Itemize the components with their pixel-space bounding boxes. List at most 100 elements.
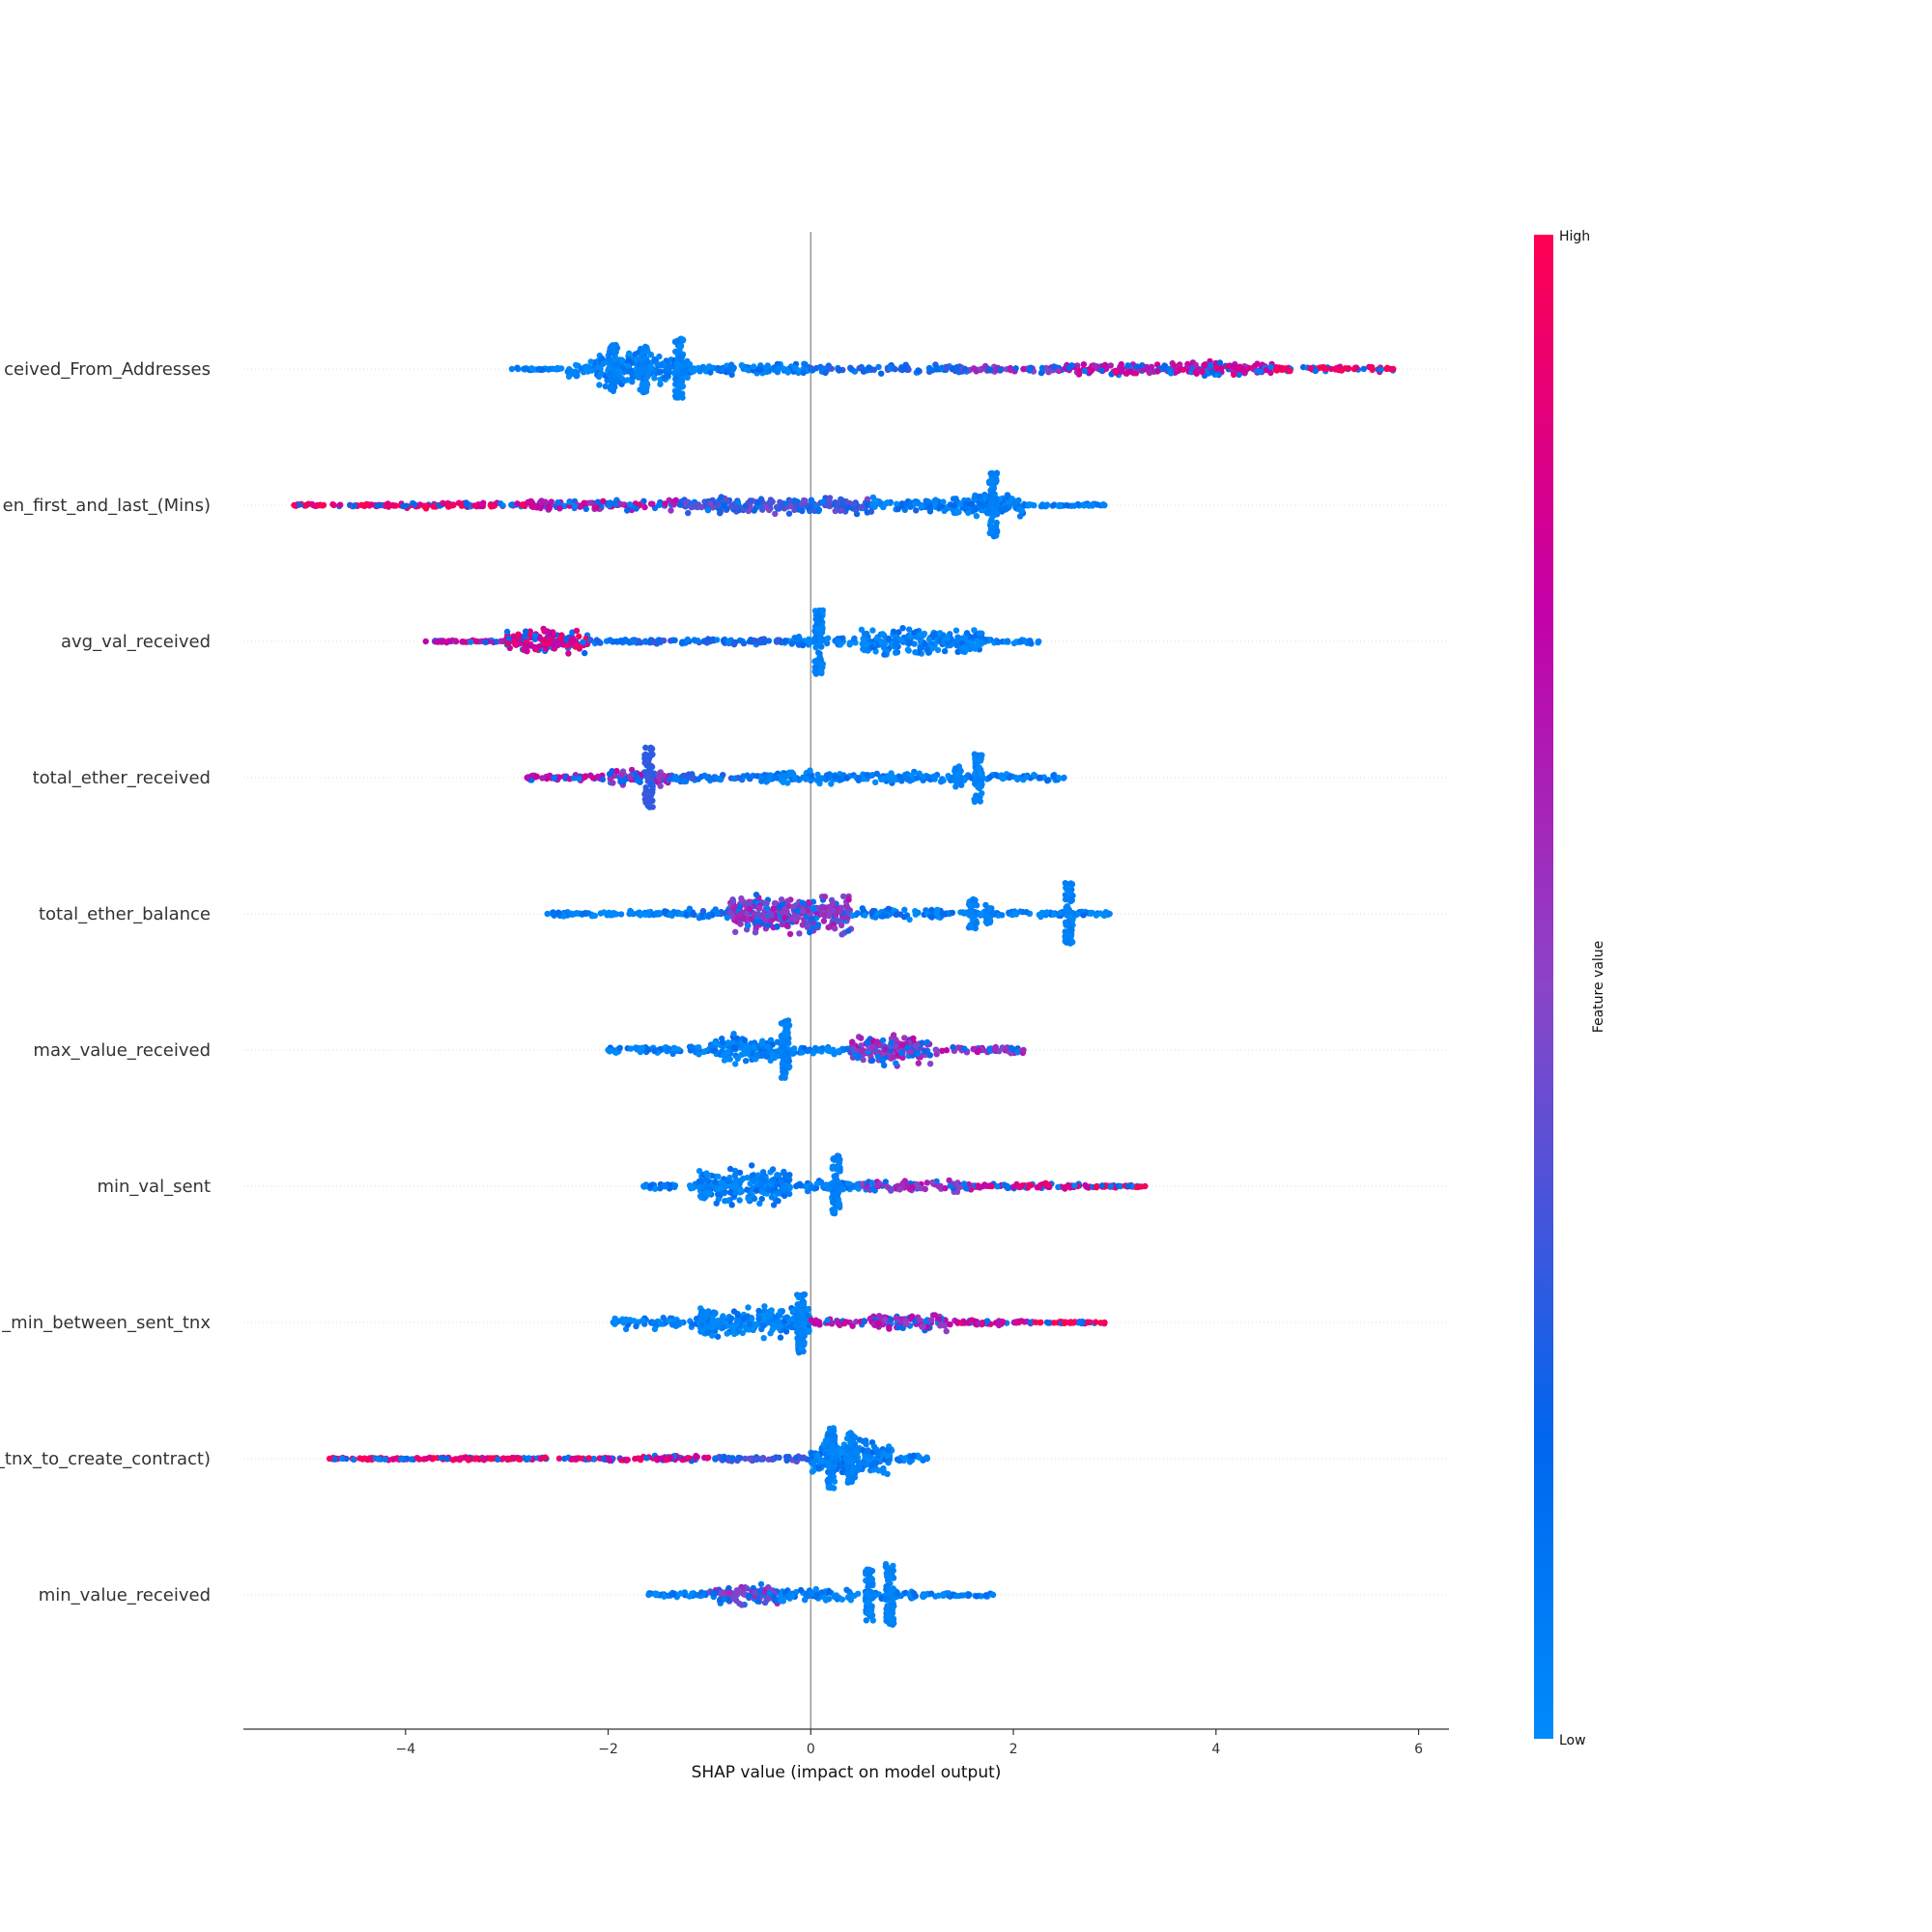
data-point: [542, 498, 549, 505]
data-point: [795, 641, 803, 648]
data-point: [643, 381, 651, 388]
data-point: [965, 509, 972, 516]
data-point: [825, 923, 832, 931]
data-point: [791, 776, 798, 782]
data-point: [671, 387, 679, 394]
data-point: [556, 505, 563, 512]
data-point: [973, 513, 980, 520]
data-point: [1167, 366, 1174, 373]
data-point: [777, 498, 783, 505]
data-point: [445, 638, 452, 644]
data-point: [843, 775, 850, 781]
data-point: [906, 916, 913, 923]
feature-row-points: [291, 469, 1108, 540]
data-point: [594, 498, 602, 505]
data-point: [836, 1047, 842, 1055]
data-point: [330, 501, 337, 509]
data-point: [308, 500, 316, 508]
data-point: [807, 767, 813, 774]
data-point: [993, 527, 1001, 534]
data-point: [650, 639, 657, 645]
data-point: [1117, 364, 1123, 371]
data-point: [497, 638, 504, 644]
data-point: [934, 646, 942, 654]
data-point: [898, 1049, 905, 1057]
data-point: [932, 497, 939, 503]
data-point: [412, 501, 418, 508]
data-point: [616, 1044, 623, 1052]
data-point: [581, 499, 587, 506]
data-point: [799, 507, 806, 515]
data-point: [969, 896, 976, 903]
data-point: [926, 1052, 933, 1059]
data-point: [852, 1052, 859, 1059]
data-point: [854, 910, 861, 917]
data-point: [606, 350, 613, 356]
data-point: [1019, 1182, 1026, 1189]
data-point: [1009, 1045, 1016, 1053]
data-point: [514, 639, 522, 646]
data-point: [935, 1182, 942, 1190]
data-point: [887, 365, 894, 372]
data-point: [746, 639, 753, 645]
data-point: [651, 375, 658, 382]
data-point: [646, 795, 653, 803]
data-point: [613, 767, 620, 775]
data-point: [829, 1207, 836, 1213]
data-point: [784, 897, 791, 904]
data-point: [783, 1017, 790, 1025]
data-point: [766, 498, 774, 506]
data-point: [671, 637, 678, 643]
data-point: [905, 366, 912, 373]
data-point: [832, 773, 838, 781]
data-point: [523, 647, 530, 655]
data-point: [851, 635, 858, 642]
data-point: [824, 773, 832, 780]
data-point: [291, 501, 298, 509]
data-point: [844, 504, 851, 511]
data-point: [968, 906, 975, 913]
data-point: [829, 1165, 836, 1172]
data-point: [1044, 778, 1051, 784]
data-point: [537, 504, 544, 512]
data-point: [912, 649, 919, 656]
data-point: [699, 363, 707, 371]
data-point: [888, 1039, 895, 1046]
data-point: [955, 772, 962, 779]
data-point: [962, 1184, 970, 1192]
data-point: [715, 501, 722, 509]
data-point: [826, 495, 834, 501]
data-point: [1062, 880, 1069, 887]
data-point: [815, 506, 823, 513]
data-point: [879, 631, 886, 638]
data-point: [711, 1039, 719, 1046]
data-point: [977, 493, 983, 500]
data-point: [731, 1172, 738, 1179]
data-point: [1020, 365, 1027, 373]
data-point: [911, 500, 919, 507]
data-point: [751, 1195, 758, 1203]
data-point: [463, 499, 469, 506]
data-point: [792, 364, 799, 372]
data-point: [890, 774, 897, 781]
data-point: [714, 1185, 721, 1193]
data-point: [879, 1037, 887, 1044]
data-point: [802, 360, 809, 368]
data-point: [961, 365, 969, 372]
data-point: [573, 910, 581, 917]
feature-row-points: [508, 335, 1397, 401]
data-point: [873, 770, 880, 778]
data-point: [664, 364, 670, 371]
data-point: [814, 922, 822, 928]
data-point: [1020, 777, 1027, 783]
data-point: [802, 497, 809, 504]
data-point: [929, 367, 936, 374]
data-point: [649, 782, 656, 790]
data-point: [1201, 361, 1208, 369]
data-point: [769, 1051, 776, 1058]
data-point: [565, 373, 573, 380]
data-point: [731, 775, 738, 782]
data-point: [824, 1045, 831, 1052]
data-point: [820, 911, 828, 919]
